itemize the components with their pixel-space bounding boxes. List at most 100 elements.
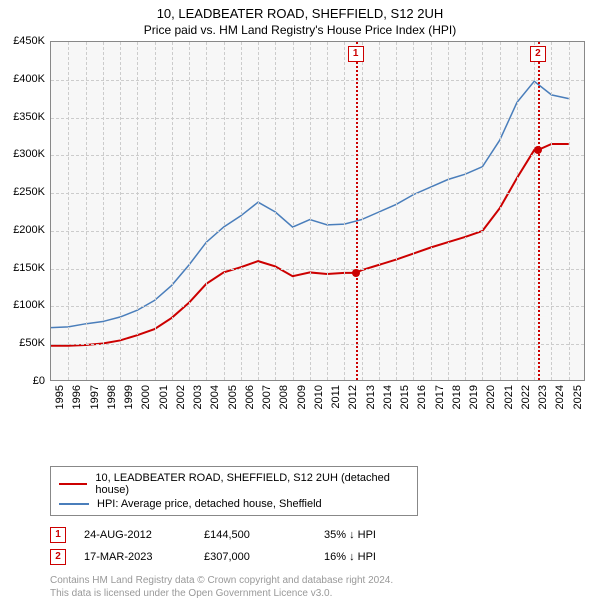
sale-date: 24-AUG-2012 bbox=[84, 529, 204, 541]
x-tick-label: 2001 bbox=[158, 385, 170, 409]
x-tick-label: 2025 bbox=[572, 385, 584, 409]
x-tick-label: 2022 bbox=[520, 385, 532, 409]
gridline-v bbox=[344, 42, 345, 380]
gridline-v bbox=[137, 42, 138, 380]
x-tick-label: 1999 bbox=[123, 385, 135, 409]
legend: 10, LEADBEATER ROAD, SHEFFIELD, S12 2UH … bbox=[50, 466, 418, 516]
gridline-v bbox=[379, 42, 380, 380]
sale-date: 17-MAR-2023 bbox=[84, 551, 204, 563]
plot-area: 12 bbox=[50, 41, 585, 381]
x-tick-label: 2017 bbox=[434, 385, 446, 409]
x-tick-label: 2006 bbox=[244, 385, 256, 409]
y-tick-label: £150K bbox=[1, 262, 45, 274]
gridline-v bbox=[241, 42, 242, 380]
gridline-v bbox=[569, 42, 570, 380]
x-tick-label: 2004 bbox=[209, 385, 221, 409]
gridline-v bbox=[86, 42, 87, 380]
x-tick-label: 2015 bbox=[399, 385, 411, 409]
x-tick-label: 2014 bbox=[382, 385, 394, 409]
y-tick-label: £200K bbox=[1, 224, 45, 236]
legend-label: 10, LEADBEATER ROAD, SHEFFIELD, S12 2UH … bbox=[95, 472, 409, 496]
x-tick-label: 2010 bbox=[313, 385, 325, 409]
gridline-h bbox=[51, 193, 584, 194]
x-tick-label: 2005 bbox=[227, 385, 239, 409]
footnote-line: Contains HM Land Registry data © Crown c… bbox=[50, 574, 600, 587]
sale-row: 2 17-MAR-2023£307,00016% ↓ HPI bbox=[50, 546, 600, 568]
sale-marker-box: 2 bbox=[530, 46, 546, 62]
gridline-h bbox=[51, 306, 584, 307]
x-tick-label: 1997 bbox=[89, 385, 101, 409]
gridline-v bbox=[310, 42, 311, 380]
gridline-v bbox=[448, 42, 449, 380]
gridline-v bbox=[206, 42, 207, 380]
legend-swatch bbox=[59, 483, 87, 485]
x-tick-label: 2007 bbox=[261, 385, 273, 409]
gridline-v bbox=[68, 42, 69, 380]
x-tick-label: 1998 bbox=[106, 385, 118, 409]
x-tick-label: 2024 bbox=[554, 385, 566, 409]
x-tick-label: 2008 bbox=[278, 385, 290, 409]
gridline-h bbox=[51, 155, 584, 156]
gridline-v bbox=[517, 42, 518, 380]
x-tick-label: 2011 bbox=[330, 385, 342, 409]
x-tick-label: 2018 bbox=[451, 385, 463, 409]
x-tick-label: 2020 bbox=[485, 385, 497, 409]
gridline-v bbox=[534, 42, 535, 380]
x-tick-label: 1996 bbox=[71, 385, 83, 409]
x-tick-label: 2013 bbox=[365, 385, 377, 409]
gridline-v bbox=[258, 42, 259, 380]
chart-container: 10, LEADBEATER ROAD, SHEFFIELD, S12 2UH … bbox=[0, 0, 600, 560]
sale-price: £307,000 bbox=[204, 551, 324, 563]
x-tick-label: 2002 bbox=[175, 385, 187, 409]
gridline-v bbox=[275, 42, 276, 380]
sale-marker-box: 1 bbox=[348, 46, 364, 62]
gridline-v bbox=[120, 42, 121, 380]
x-tick-label: 2009 bbox=[296, 385, 308, 409]
sale-delta: 16% ↓ HPI bbox=[324, 551, 444, 563]
sale-point bbox=[352, 269, 360, 277]
gridline-v bbox=[413, 42, 414, 380]
sale-point bbox=[534, 146, 542, 154]
legend-item: 10, LEADBEATER ROAD, SHEFFIELD, S12 2UH … bbox=[59, 471, 409, 497]
gridline-v bbox=[482, 42, 483, 380]
y-tick-label: £450K bbox=[1, 35, 45, 47]
sale-vline bbox=[356, 42, 358, 380]
y-tick-label: £0 bbox=[1, 375, 45, 387]
chart-area: 12 £0£50K£100K£150K£200K£250K£300K£350K£… bbox=[50, 41, 585, 411]
gridline-v bbox=[431, 42, 432, 380]
sale-index-box: 2 bbox=[50, 549, 66, 565]
legend-swatch bbox=[59, 503, 89, 505]
y-tick-label: £100K bbox=[1, 299, 45, 311]
gridline-v bbox=[362, 42, 363, 380]
gridline-v bbox=[551, 42, 552, 380]
x-tick-label: 2016 bbox=[416, 385, 428, 409]
x-tick-label: 2003 bbox=[192, 385, 204, 409]
y-tick-label: £350K bbox=[1, 111, 45, 123]
gridline-v bbox=[189, 42, 190, 380]
legend-item: HPI: Average price, detached house, Shef… bbox=[59, 497, 409, 511]
gridline-v bbox=[172, 42, 173, 380]
sale-delta: 35% ↓ HPI bbox=[324, 529, 444, 541]
gridline-v bbox=[327, 42, 328, 380]
gridline-h bbox=[51, 269, 584, 270]
x-tick-label: 2000 bbox=[140, 385, 152, 409]
gridline-v bbox=[500, 42, 501, 380]
gridline-h bbox=[51, 118, 584, 119]
gridline-v bbox=[103, 42, 104, 380]
y-tick-label: £400K bbox=[1, 73, 45, 85]
footnote: Contains HM Land Registry data © Crown c… bbox=[50, 574, 600, 600]
x-tick-label: 2012 bbox=[347, 385, 359, 409]
x-tick-label: 2019 bbox=[468, 385, 480, 409]
chart-subtitle: Price paid vs. HM Land Registry's House … bbox=[0, 21, 600, 41]
y-tick-label: £250K bbox=[1, 186, 45, 198]
gridline-v bbox=[396, 42, 397, 380]
sale-vline bbox=[538, 42, 540, 380]
line-layer bbox=[51, 42, 586, 382]
y-tick-label: £300K bbox=[1, 148, 45, 160]
gridline-v bbox=[293, 42, 294, 380]
x-tick-label: 2023 bbox=[537, 385, 549, 409]
gridline-h bbox=[51, 344, 584, 345]
sale-row: 124-AUG-2012£144,50035% ↓ HPI bbox=[50, 524, 600, 546]
y-tick-label: £50K bbox=[1, 337, 45, 349]
gridline-v bbox=[224, 42, 225, 380]
